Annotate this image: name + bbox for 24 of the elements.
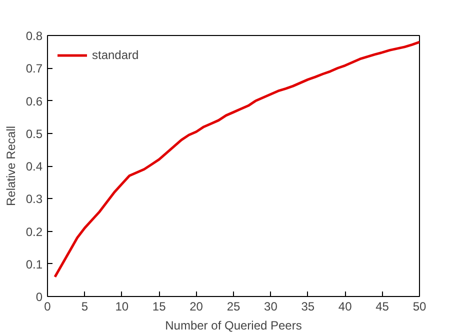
- x-tick-label: 5: [81, 300, 88, 314]
- y-tick-label: 0.1: [26, 257, 43, 272]
- x-tick-label: 10: [115, 300, 129, 314]
- y-tick-label: 0.7: [26, 62, 43, 76]
- y-tick-label: 0.6: [26, 94, 43, 108]
- x-tick-label: 45: [376, 300, 390, 314]
- y-tick-label: 0.2: [26, 224, 43, 239]
- x-axis-title: Number of Queried Peers: [165, 318, 302, 332]
- x-tick-label: 15: [152, 300, 166, 314]
- x-tick-label: 0: [44, 300, 52, 314]
- y-tick-label: 0: [36, 290, 43, 304]
- x-tick-label: 40: [338, 300, 352, 314]
- x-tick-label: 35: [301, 300, 315, 314]
- x-tick-label: 25: [226, 300, 240, 314]
- y-tick-label: 0.3: [26, 192, 43, 206]
- line-series: [54, 40, 420, 278]
- legend-label: standard: [92, 48, 139, 62]
- x-tick-label: 50: [412, 300, 426, 314]
- y-tick-label: 0.5: [26, 126, 43, 141]
- y-tick-label: 0.4: [26, 160, 43, 174]
- x-tick-label: 20: [190, 300, 204, 314]
- y-tick-label: 0.8: [26, 29, 43, 43]
- y-axis-title: Relative Recall: [4, 126, 18, 206]
- x-tick-label: 30: [264, 300, 278, 314]
